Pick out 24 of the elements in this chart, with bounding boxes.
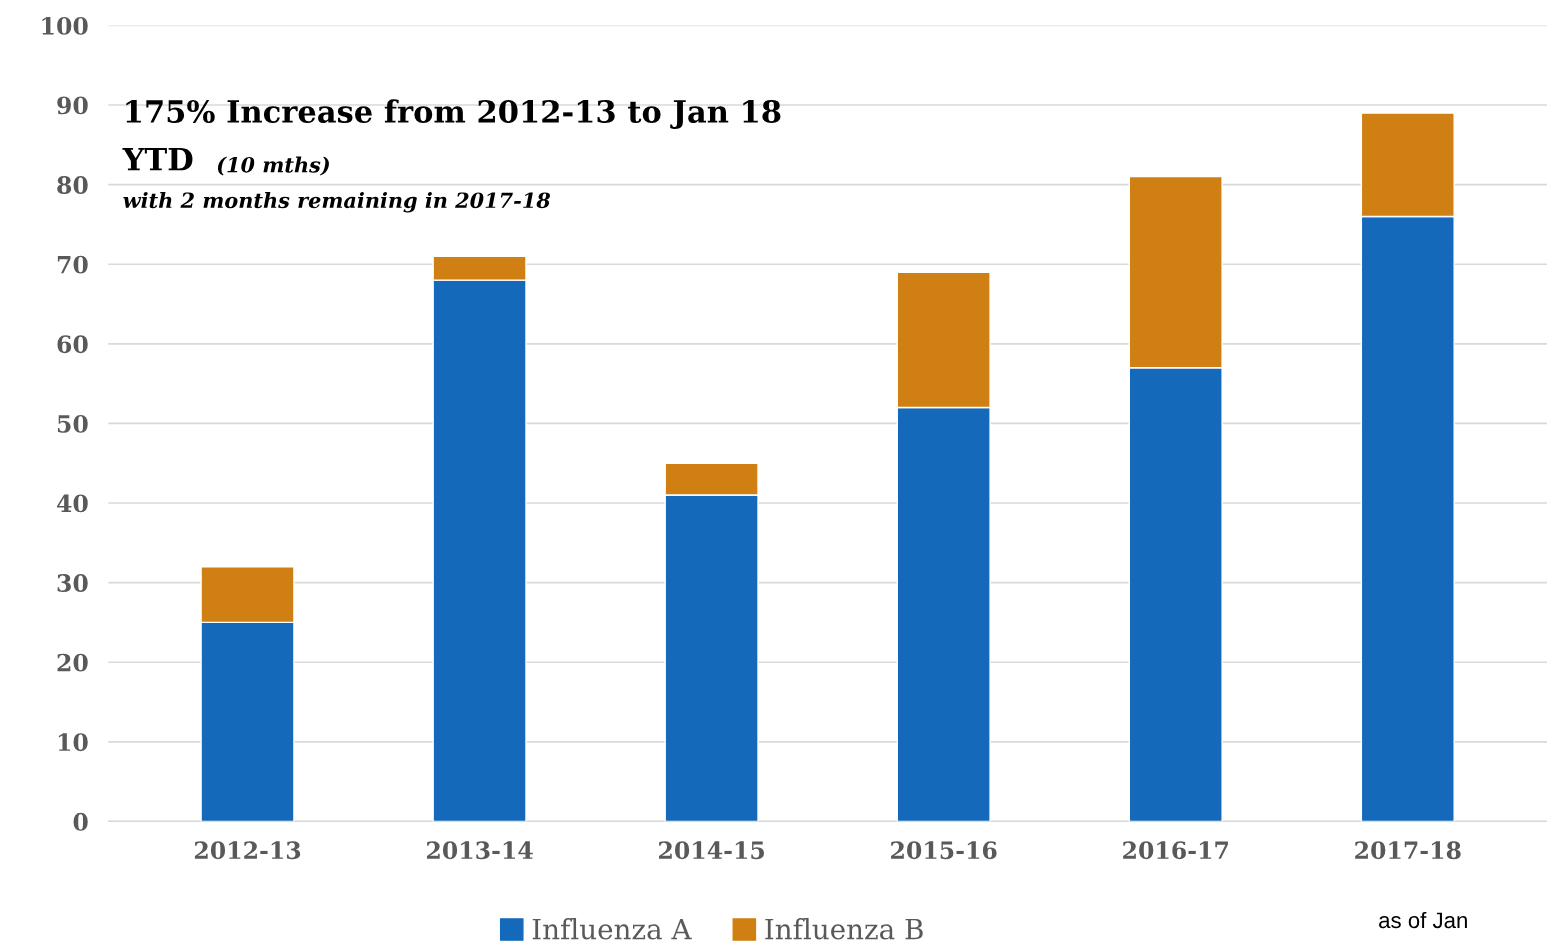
y-tick-label: 100 (42, 16, 88, 35)
x-tick-label: 2015-16 (891, 841, 997, 860)
y-tick-label: 90 (57, 96, 88, 115)
annotation: with 2 months remaining in 2017-18 (123, 192, 551, 213)
legend-label: Influenza B (765, 918, 923, 940)
legend-label: Influenza A (532, 918, 692, 940)
x-tick-label: 2013-14 (426, 841, 533, 860)
x-tick-label: 2012-13 (194, 841, 301, 860)
annotation: 175% Increase from 2012-13 to Jan 18 (126, 99, 781, 129)
y-tick-label: 80 (57, 176, 88, 194)
y-tick-label: 70 (57, 255, 88, 274)
y-tick-label: 50 (57, 414, 88, 433)
y-tick-label: 60 (57, 335, 88, 354)
annotation: YTD (122, 148, 193, 171)
annotation: (10 mths) (217, 156, 329, 176)
y-tick-label: 0 (73, 812, 88, 831)
text: as of Jan (1379, 911, 1467, 929)
x-tick-label: 2014-15 (659, 841, 765, 860)
y-tick-label: 10 (58, 733, 88, 752)
x-tick-label: 2017-18 (1355, 841, 1461, 860)
y-tick-label: 30 (57, 574, 88, 592)
y-tick-label: 40 (56, 494, 88, 513)
x-tick-label: 2016-17 (1123, 841, 1228, 860)
y-tick-label: 20 (57, 653, 88, 672)
